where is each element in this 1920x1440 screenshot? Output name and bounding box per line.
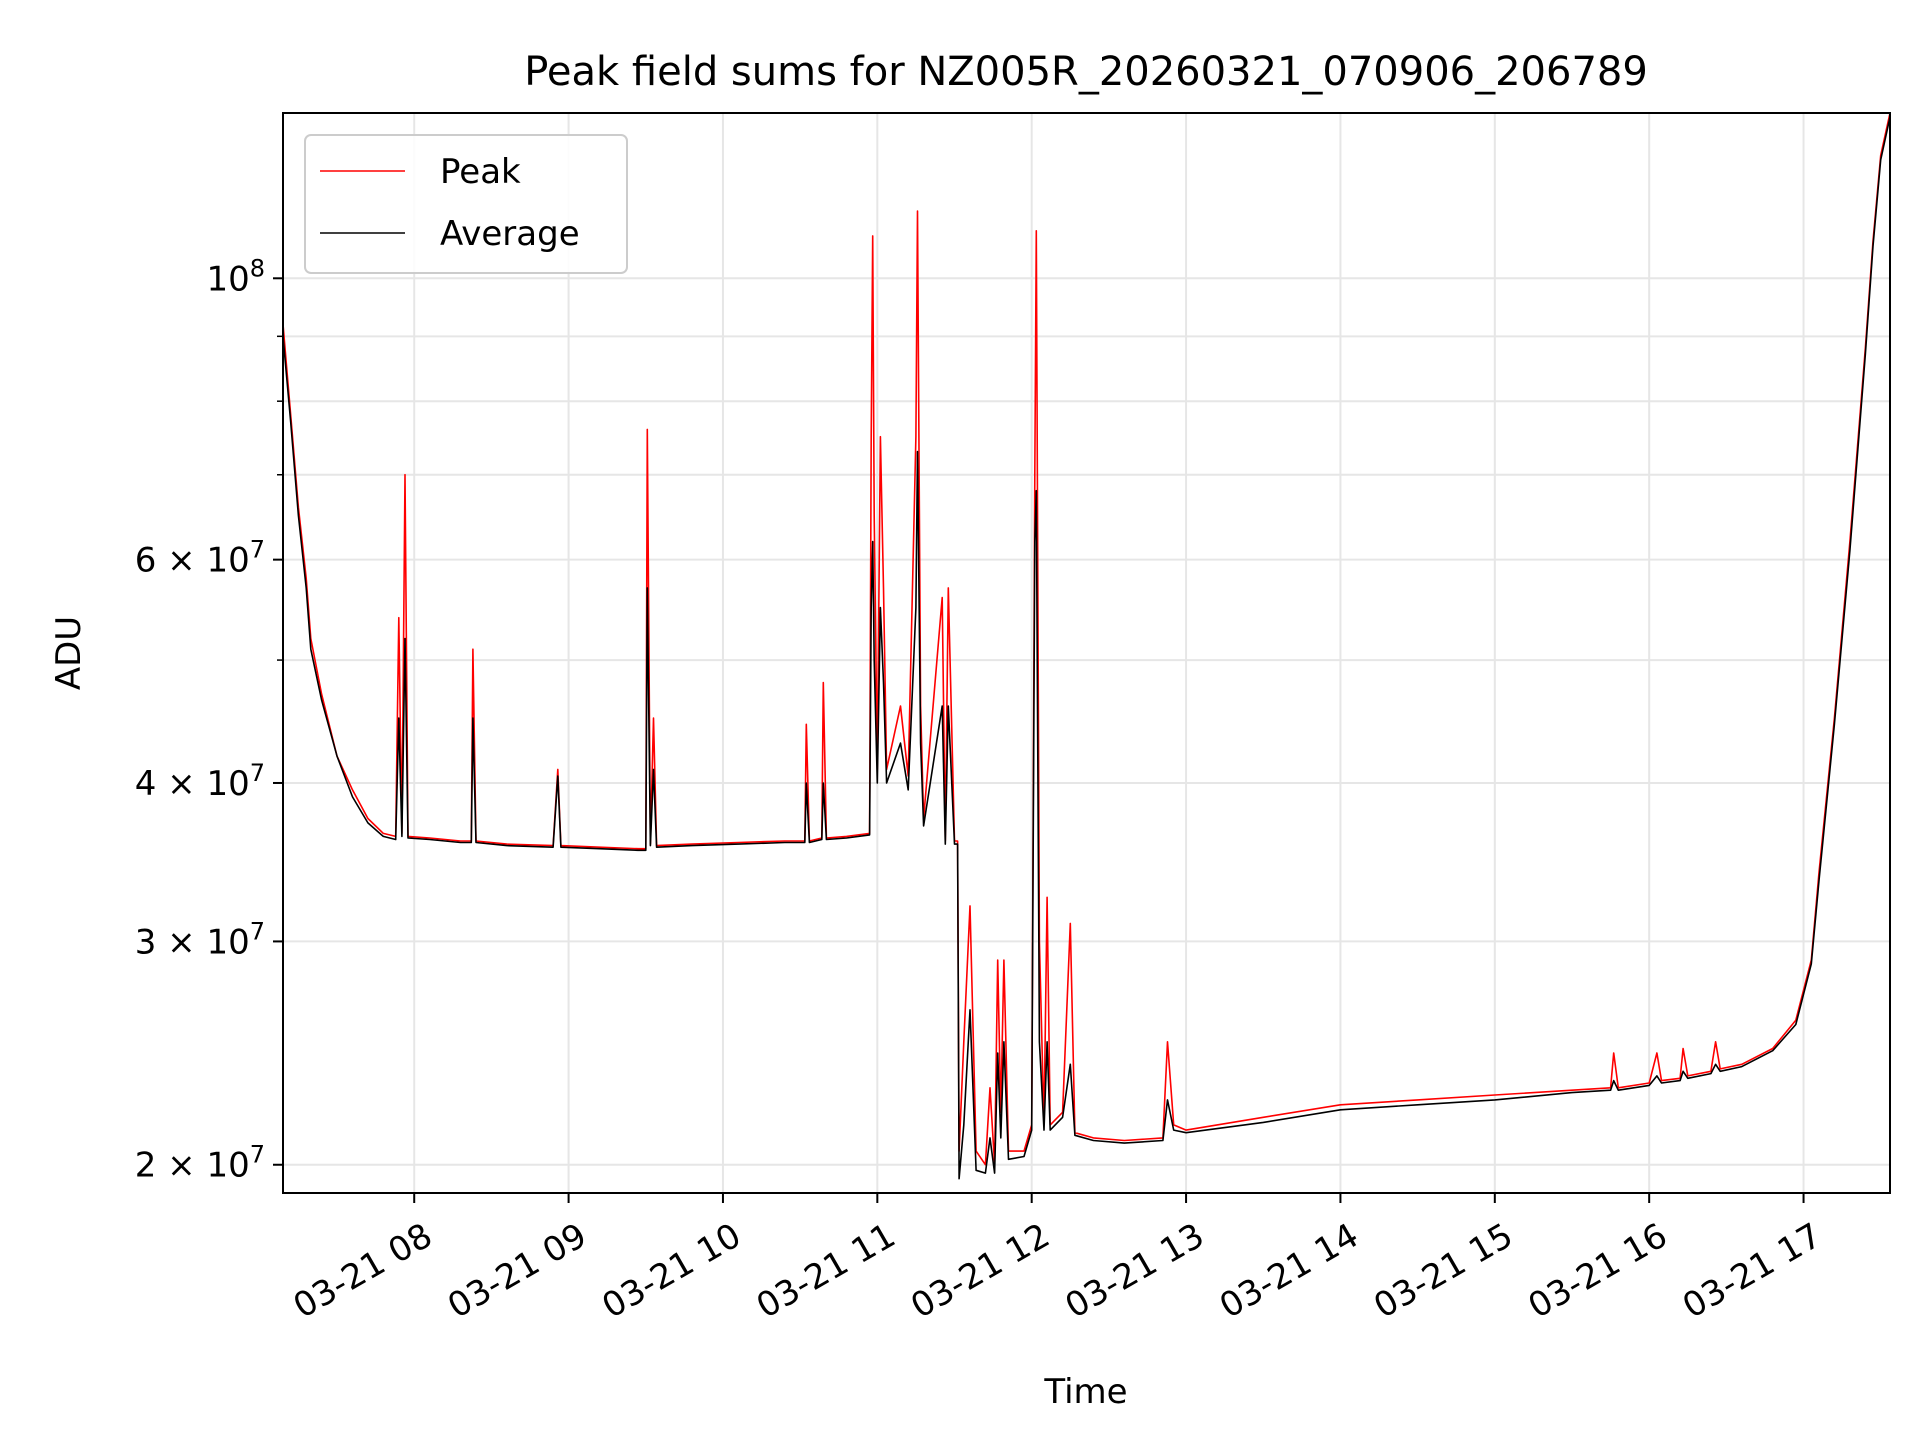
y-tick-exponent: 8 <box>250 254 265 282</box>
legend-label-peak: Peak <box>440 152 521 192</box>
y-tick-base: 10 <box>206 259 249 299</box>
legend-box <box>304 134 628 274</box>
y-axis-label: ADU <box>49 616 89 690</box>
x-axis-label: Time <box>1043 1372 1127 1412</box>
legend: Peak Average <box>304 134 628 274</box>
plot-frame <box>282 112 1891 1194</box>
chart-title: Peak field sums for NZ005R_20260321_0709… <box>524 49 1648 95</box>
series-layer <box>282 112 1891 1180</box>
minor-grid <box>283 335 1890 662</box>
y-tick-exponent: 7 <box>250 759 265 787</box>
y-tick-label: 3 × 107 <box>135 917 265 962</box>
plot-area <box>283 113 1890 1193</box>
y-tick-base: 6 × 10 <box>135 541 250 581</box>
legend-label-average: Average <box>440 214 580 254</box>
grid <box>283 113 1890 1193</box>
series-line-peak <box>282 112 1891 1166</box>
y-tick-base: 2 × 10 <box>135 1146 250 1186</box>
y-tick-exponent: 7 <box>250 1141 265 1169</box>
y-tick-exponent: 7 <box>250 536 265 564</box>
y-tick-label: 108 <box>206 254 265 299</box>
y-tick-base: 4 × 10 <box>135 764 250 804</box>
y-tick-label: 2 × 107 <box>135 1141 265 1186</box>
series-line-average <box>282 116 1891 1180</box>
y-tick-label: 6 × 107 <box>135 536 265 581</box>
y-tick-base: 3 × 10 <box>135 922 250 962</box>
y-tick-label: 4 × 107 <box>135 759 265 804</box>
y-tick-exponent: 7 <box>250 917 265 945</box>
